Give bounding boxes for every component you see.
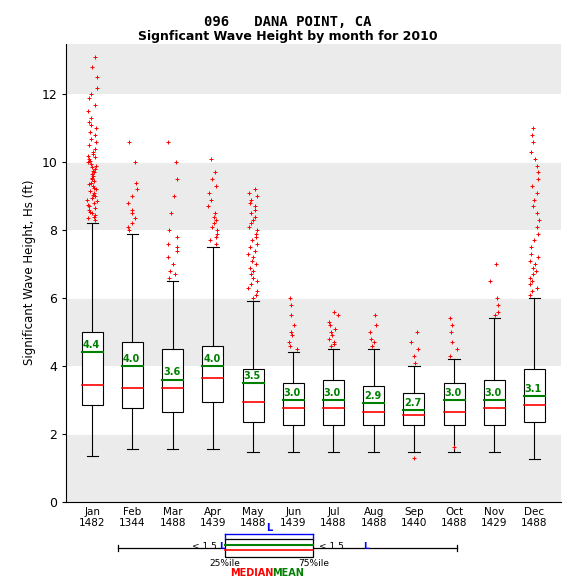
Bar [66, 434, 561, 502]
Bar [202, 346, 223, 401]
Bar [283, 383, 304, 425]
Bar [122, 342, 143, 408]
Text: 25%ile: 25%ile [209, 559, 240, 568]
Text: L: L [266, 523, 272, 533]
Bar [404, 393, 424, 425]
Text: 3.0: 3.0 [324, 388, 341, 398]
Text: 3.6: 3.6 [163, 368, 181, 378]
Text: < 1.5: < 1.5 [191, 542, 220, 552]
Text: 096   DANA POINT, CA: 096 DANA POINT, CA [204, 14, 371, 28]
Bar [363, 386, 384, 425]
Text: 4.0: 4.0 [123, 354, 140, 364]
Bar [225, 539, 313, 557]
Bar [66, 27, 561, 95]
Text: 2.9: 2.9 [364, 392, 381, 401]
Bar [66, 298, 561, 366]
Bar [323, 379, 344, 425]
Text: 3.1: 3.1 [525, 385, 542, 394]
Bar [66, 162, 561, 230]
Text: Signficant Wave Height by month for 2010: Signficant Wave Height by month for 2010 [137, 30, 438, 43]
Bar [82, 332, 103, 405]
Bar [484, 379, 505, 425]
Bar [444, 383, 465, 425]
Text: 3.5: 3.5 [243, 371, 260, 381]
Text: L: L [363, 542, 369, 552]
Text: 75%ile: 75%ile [298, 559, 329, 568]
Text: < 1.5: < 1.5 [319, 542, 347, 552]
Bar [162, 349, 183, 412]
Bar [524, 369, 545, 422]
Text: 3.0: 3.0 [444, 388, 462, 398]
Text: 3.0: 3.0 [485, 388, 502, 398]
Bar [243, 369, 263, 422]
Y-axis label: Significant Wave Height, Hs (ft): Significant Wave Height, Hs (ft) [22, 180, 36, 365]
Text: 4.0: 4.0 [203, 354, 220, 364]
Text: 4.4: 4.4 [83, 340, 100, 350]
Text: 2.7: 2.7 [404, 398, 421, 408]
Text: MEAN: MEAN [273, 568, 305, 578]
Text: 3.0: 3.0 [283, 388, 301, 398]
Text: MEDIAN: MEDIAN [230, 568, 273, 578]
Text: L: L [220, 542, 225, 552]
